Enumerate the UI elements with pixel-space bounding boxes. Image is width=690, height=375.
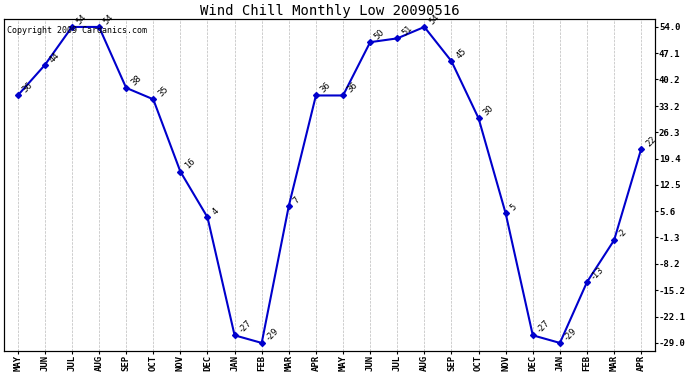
Text: 5: 5 [509, 202, 519, 213]
Text: -27: -27 [237, 318, 253, 334]
Text: 38: 38 [129, 73, 143, 87]
Text: 16: 16 [183, 157, 197, 171]
Text: 51: 51 [400, 24, 414, 38]
Text: 54: 54 [427, 12, 441, 26]
Text: 54: 54 [102, 12, 116, 26]
Title: Wind Chill Monthly Low 20090516: Wind Chill Monthly Low 20090516 [199, 4, 460, 18]
Text: 50: 50 [373, 28, 386, 41]
Text: 36: 36 [346, 81, 359, 95]
Text: 44: 44 [48, 51, 61, 64]
Text: -13: -13 [590, 265, 606, 281]
Text: 30: 30 [482, 104, 495, 117]
Text: 36: 36 [319, 81, 333, 95]
Text: 4: 4 [210, 207, 220, 216]
Text: 22: 22 [644, 134, 658, 148]
Text: -29: -29 [264, 326, 280, 342]
Text: -27: -27 [535, 318, 551, 334]
Text: 36: 36 [21, 81, 34, 95]
Text: 54: 54 [75, 12, 88, 26]
Text: 7: 7 [292, 195, 302, 205]
Text: 45: 45 [454, 46, 468, 60]
Text: -2: -2 [617, 227, 629, 239]
Text: -29: -29 [562, 326, 579, 342]
Text: 35: 35 [156, 85, 170, 99]
Text: Copyright 2009 Cardanics.com: Copyright 2009 Cardanics.com [8, 26, 148, 35]
